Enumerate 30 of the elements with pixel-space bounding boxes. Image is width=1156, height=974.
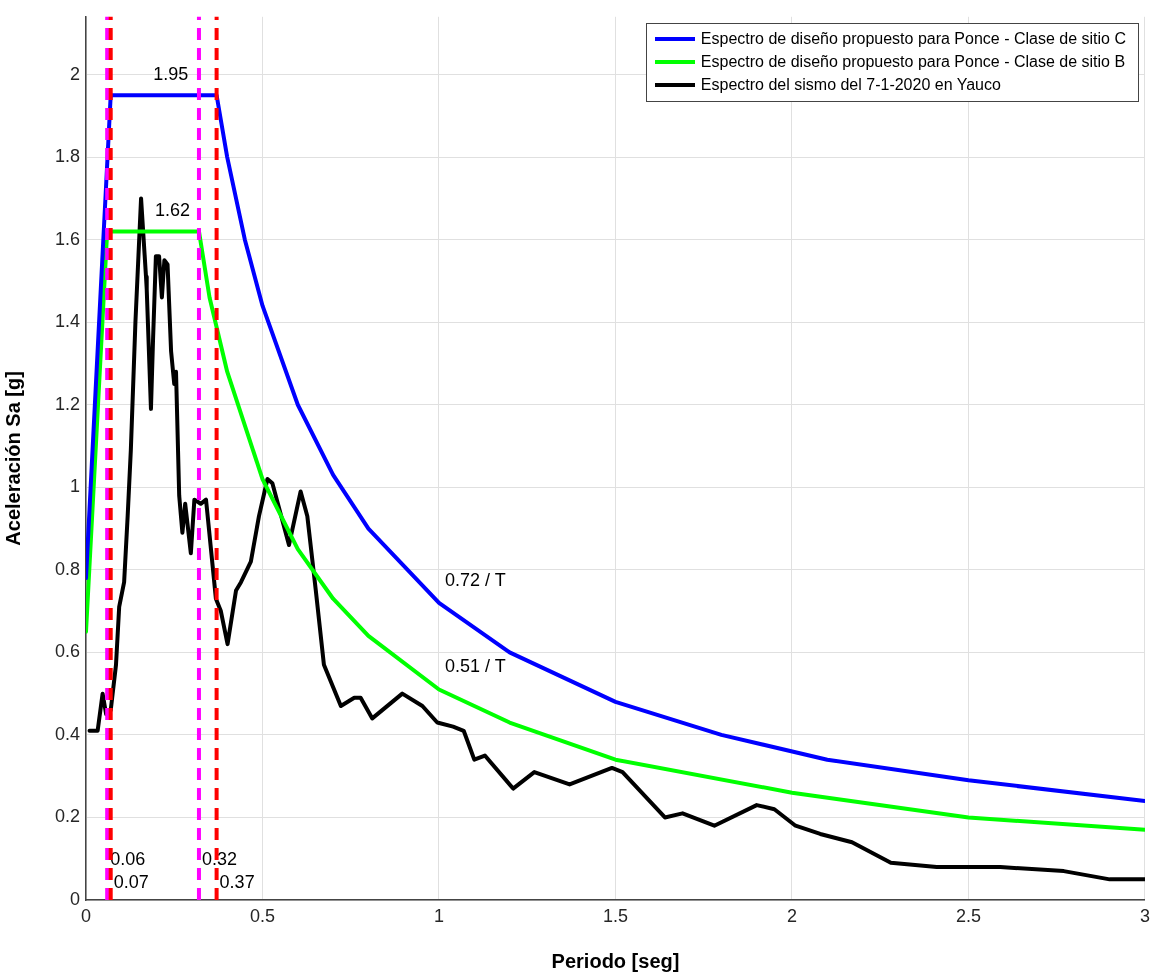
x-tick-label: 1 [433,905,445,926]
y-tick-label: 1.4 [54,311,80,332]
ref-line-label: 0.37 [219,871,255,892]
y-tick-label: 0.2 [54,806,80,827]
annotation: 1.95 [153,64,189,85]
ref-line-label: 0.07 [113,871,149,892]
x-tick-label: 1.5 [602,905,629,926]
y-tick-label: 1.2 [54,393,80,414]
ref-line-label: 0.06 [110,848,146,869]
x-tick-label: 0.5 [249,905,276,926]
y-tick-label: 1.8 [54,146,80,167]
annotation: 1.62 [154,200,191,221]
x-tick-label: 2.5 [955,905,982,926]
annotation: 0.72 / T [445,569,506,590]
x-tick-label: 3 [1139,905,1150,926]
y-axis-title: Aceleración Sa [g] [1,371,24,546]
annotation: 0.51 / T [445,656,506,677]
y-tick-label: 0.4 [54,723,80,744]
y-tick-label: 2 [69,63,80,84]
y-tick-label: 0.6 [54,641,80,662]
ref-line-label: 0.32 [201,848,238,869]
y-tick-label: 0.8 [54,558,80,579]
x-axis-title: Periodo [seg] [551,949,680,972]
legend-label: Espectro de diseño propuesto para Ponce - Clase de sitio B [700,53,1126,72]
y-tick-label: 1 [69,476,80,497]
y-tick-label: 0 [69,888,80,909]
x-tick-label: 2 [786,905,797,926]
y-tick-label: 1.6 [54,228,80,249]
legend-label: Espectro del sismo del 7-1-2020 en Yauco [700,76,1001,95]
legend-label: Espectro de diseño propuesto para Ponce - Clase de sitio C [700,30,1126,49]
